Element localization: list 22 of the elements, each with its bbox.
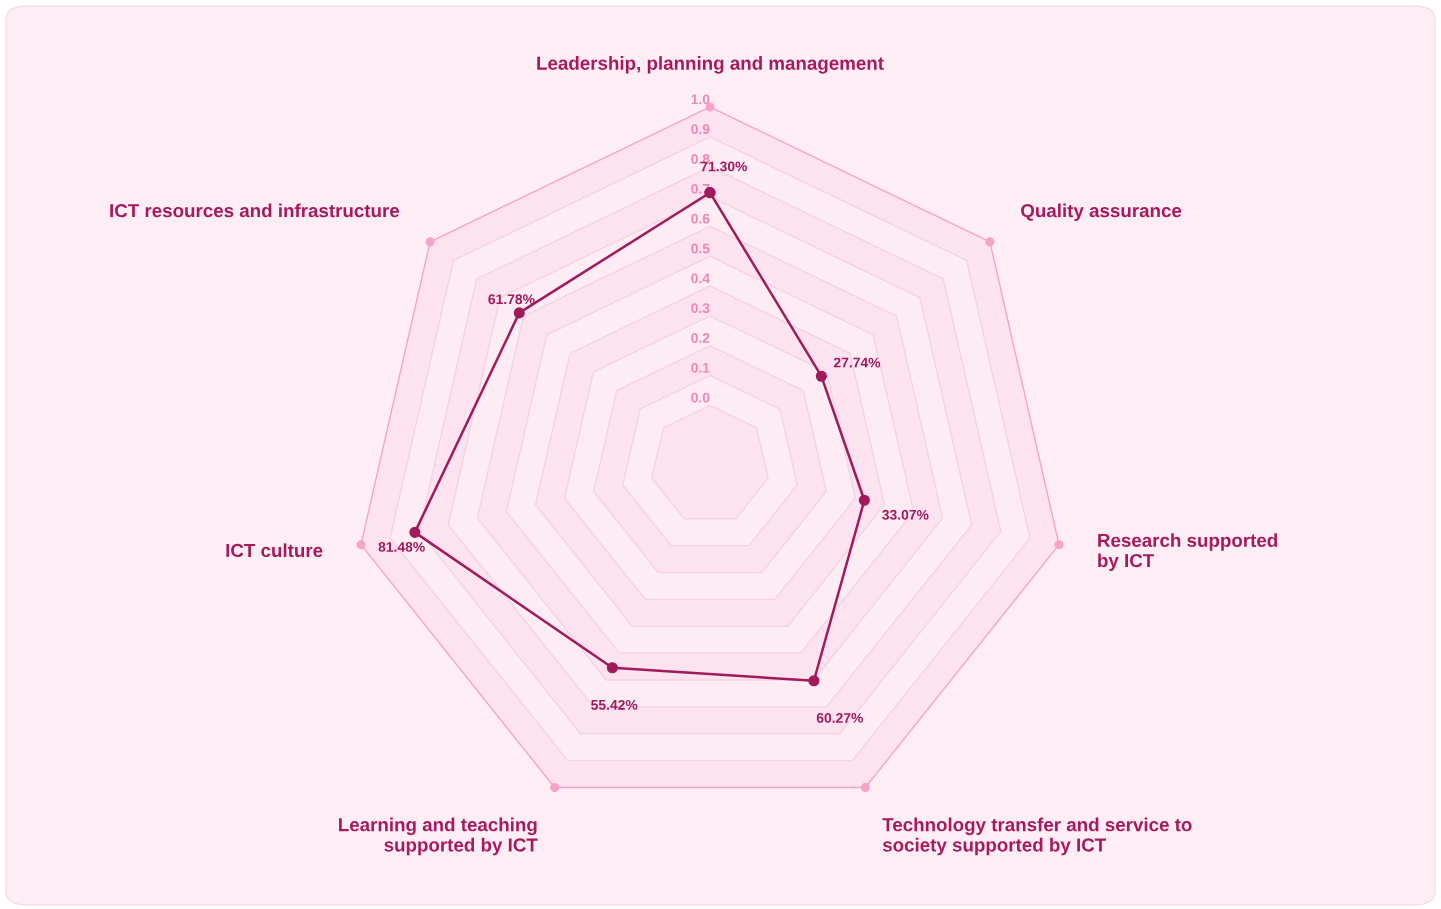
spoke-label: ICT culture (226, 543, 323, 558)
y-tick-label: 0.9 (691, 124, 710, 135)
data-label: 81.48% (378, 542, 425, 552)
y-tick-label: 0.5 (691, 243, 710, 254)
spoke-label: Quality assurance (1021, 203, 1182, 222)
y-tick-label: 0.0 (691, 392, 710, 403)
y-tick-label: 0.2 (691, 333, 710, 343)
y-tick-label: 1.0 (691, 94, 710, 105)
data-label: 27.74% (833, 357, 881, 368)
spoke-label: Technology transfer and service to society supported by ICT (882, 817, 1192, 856)
data-label: 60.27% (816, 713, 864, 723)
y-tick-label: 0.3 (691, 303, 710, 314)
spoke-label: Learning and teaching supported by ICT (339, 817, 538, 856)
y-tick-label: 0.6 (691, 213, 710, 224)
spoke-label: Leadership, planning and management (537, 56, 884, 74)
data-label: 55.42% (591, 699, 638, 710)
data-label: 61.78% (488, 294, 535, 305)
spoke-label: Research supported by ICT (1098, 533, 1278, 571)
y-tick-label: 0.4 (691, 273, 710, 284)
spoke-label: ICT resources and infrastructure (110, 203, 400, 218)
y-tick-label: 0.1 (691, 362, 710, 373)
data-label: 33.07% (882, 509, 929, 520)
